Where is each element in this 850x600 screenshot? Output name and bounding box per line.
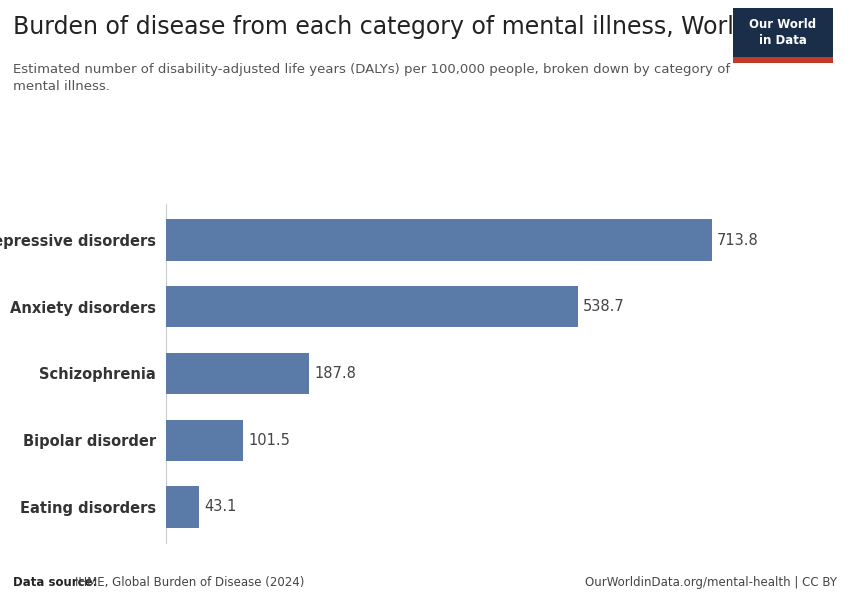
Bar [166, 486, 199, 527]
Bar [166, 353, 309, 394]
Text: IHME, Global Burden of Disease (2024): IHME, Global Burden of Disease (2024) [75, 576, 304, 589]
Text: Burden of disease from each category of mental illness, World, 2021: Burden of disease from each category of … [13, 15, 824, 39]
Text: OurWorldinData.org/mental-health | CC BY: OurWorldinData.org/mental-health | CC BY [586, 576, 837, 589]
Text: 713.8: 713.8 [717, 233, 759, 248]
Text: Estimated number of disability-adjusted life years (DALYs) per 100,000 people, b: Estimated number of disability-adjusted … [13, 63, 730, 93]
Text: 187.8: 187.8 [314, 366, 357, 381]
Text: 538.7: 538.7 [583, 299, 625, 314]
Text: 43.1: 43.1 [204, 499, 236, 514]
Bar [166, 419, 243, 461]
Bar [166, 220, 711, 261]
Text: Data source:: Data source: [13, 576, 101, 589]
Bar [166, 286, 578, 328]
Text: 101.5: 101.5 [249, 433, 291, 448]
Text: Our World
in Data: Our World in Data [750, 18, 816, 47]
